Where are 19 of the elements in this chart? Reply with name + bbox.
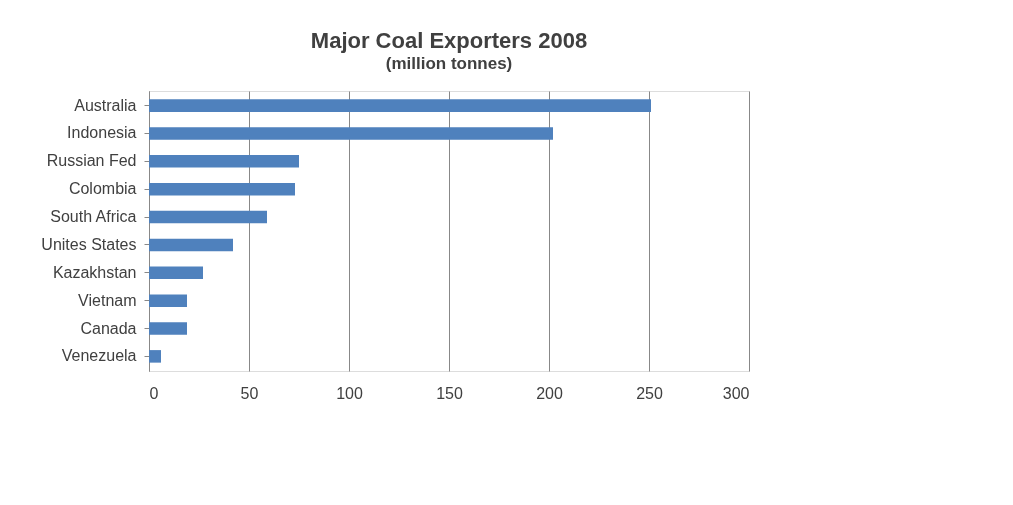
y-tick-label: Russian Fed: [46, 152, 137, 170]
chart-subtitle: (million tonnes): [385, 54, 513, 73]
x-tick-label: 250: [636, 384, 663, 402]
x-tick-label: 0: [149, 384, 159, 402]
y-tick-label: Colombia: [68, 180, 137, 198]
y-tick-label: South Africa: [50, 208, 137, 226]
y-tick-label: Kazakhstan: [52, 263, 137, 281]
x-tick-label: 200: [536, 384, 563, 402]
y-tick-label: Indonesia: [67, 124, 137, 142]
y-tick-label: Australia: [74, 96, 137, 114]
x-tick-label: 150: [436, 384, 463, 402]
x-tick-label: 100: [336, 384, 363, 402]
x-tick-label: 300: [722, 384, 750, 402]
y-tick-label: Venezuela: [61, 347, 137, 365]
y-tick-label: Canada: [80, 319, 137, 337]
y-tick-label: Unites States: [41, 235, 137, 253]
chart-title: Major Coal Exporters 2008: [310, 28, 588, 53]
x-tick-label: 50: [240, 384, 259, 402]
y-tick-label: Vietnam: [78, 291, 137, 309]
